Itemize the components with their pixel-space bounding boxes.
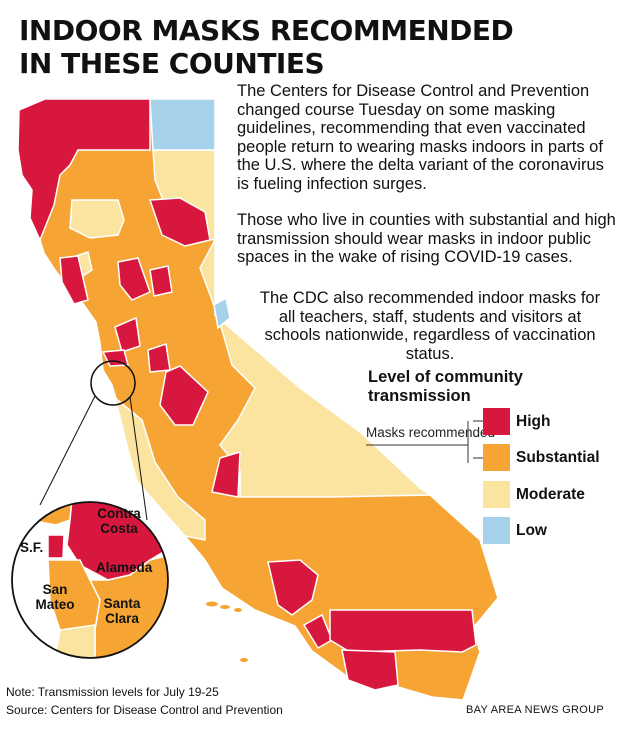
masks-recommended-note: Masks recommended: [366, 425, 495, 440]
credit: BAY AREA NEWS GROUP: [466, 704, 604, 716]
recommendation-paragraph: Those who live in counties with substant…: [237, 211, 616, 266]
legend-title: Level of community transmission: [368, 368, 523, 405]
legend-label-substantial: Substantial: [516, 449, 600, 466]
inset-label-contra-costa: Contra Costa: [97, 506, 141, 536]
low-regions: [149, 98, 231, 330]
legend-label-moderate: Moderate: [516, 486, 585, 503]
swatch-substantial: [483, 444, 510, 471]
footer-source: Source: Centers for Disease Control and …: [6, 703, 283, 717]
channel-islands: [206, 601, 248, 662]
page-title: INDOOR MASKS RECOMMENDED IN THESE COUNTI…: [19, 14, 514, 80]
legend-item-moderate: Moderate: [483, 481, 613, 509]
swatch-high: [483, 408, 510, 435]
inset-label-sf: S.F.: [20, 540, 44, 555]
legend-item-substantial: Substantial: [483, 444, 613, 472]
high-regions: [17, 98, 477, 691]
legend-label-high: High: [516, 413, 551, 430]
legend-item-low: Low: [483, 517, 613, 545]
footer-note: Note: Transmission levels for July 19-25: [6, 685, 219, 699]
intro-paragraph: The Centers for Disease Control and Prev…: [237, 82, 604, 193]
moderate-regions: [68, 149, 433, 541]
schools-paragraph: The CDC also recommended indoor masks fo…: [259, 289, 601, 363]
legend-label-low: Low: [516, 522, 547, 539]
swatch-low: [483, 517, 510, 544]
swatch-moderate: [483, 481, 510, 508]
masks-note-text: Masks recommended: [366, 425, 496, 440]
inset-label-alameda: Alameda: [96, 560, 153, 575]
inset-label-santa-clara: Santa Clara: [103, 596, 141, 626]
bay-area-zoom-circle: [90, 360, 136, 406]
inset-label-san-mateo: San Mateo: [35, 582, 75, 612]
legend-item-high: High: [483, 408, 613, 436]
